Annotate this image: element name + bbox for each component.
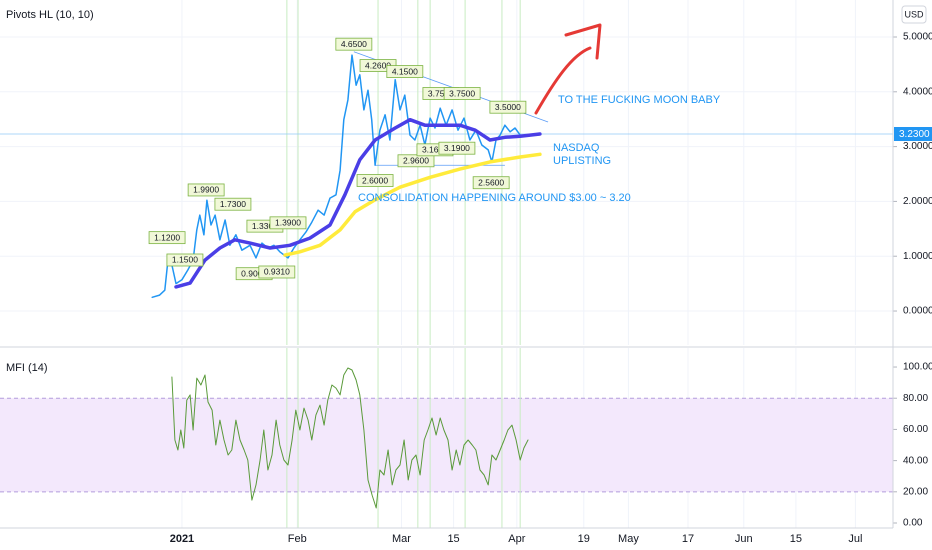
pivot-label: 4.2600 bbox=[365, 60, 391, 70]
y-tick-label: 3.0000 bbox=[903, 141, 932, 152]
series-line bbox=[174, 117, 542, 289]
pivot-label: 3.7500 bbox=[428, 88, 454, 98]
pivot-label: 1.7300 bbox=[220, 199, 246, 209]
pivot-label: 1.1500 bbox=[172, 255, 198, 265]
annotation: CONSOLIDATION HAPPENING AROUND $3.00 ~ 3… bbox=[358, 192, 631, 204]
pivot-box bbox=[335, 37, 373, 51]
pivot-box bbox=[166, 253, 204, 267]
pivot-label: 3.1600 bbox=[422, 145, 448, 155]
pivot-box bbox=[214, 197, 252, 211]
annotation: NASDAQ bbox=[553, 142, 600, 154]
x-tick-label: Mar bbox=[392, 533, 411, 545]
x-tick-label: May bbox=[618, 533, 639, 545]
y-tick-label: 2.0000 bbox=[903, 196, 932, 207]
y-tick-label: 0.0000 bbox=[903, 306, 932, 317]
x-tick-label: 17 bbox=[682, 533, 694, 545]
x-tick-label: Feb bbox=[288, 533, 307, 545]
y-tick-label: 100.00 bbox=[903, 362, 932, 373]
pivot-label: 0.9310 bbox=[264, 267, 290, 277]
pivot-label: 1.1200 bbox=[154, 232, 180, 242]
series-line bbox=[283, 152, 542, 257]
last-price-label: 3.2300 bbox=[899, 129, 930, 140]
y-tick-label: 1.0000 bbox=[903, 251, 932, 262]
annotation: UPLISTING bbox=[553, 155, 611, 167]
x-tick-label: 2021 bbox=[170, 533, 194, 545]
series-line bbox=[171, 367, 529, 509]
mfi-band bbox=[0, 398, 893, 492]
x-tick-label: Jun bbox=[735, 533, 753, 545]
pivot-box bbox=[438, 141, 476, 155]
x-tick-label: 15 bbox=[790, 533, 802, 545]
pivot-box bbox=[148, 231, 186, 245]
pivot-label: 4.6500 bbox=[341, 39, 367, 49]
pivot-box bbox=[356, 174, 394, 187]
mfi-panel: 0.00 20.00 40.00 60.00 80.00 100.00 bbox=[0, 348, 932, 529]
pivot-label: 2.9600 bbox=[403, 156, 429, 166]
currency-box[interactable] bbox=[901, 5, 927, 24]
last-price-badge bbox=[894, 126, 932, 141]
pivot-box bbox=[258, 265, 296, 279]
y-tick-label: 5.0000 bbox=[903, 32, 932, 43]
y-tick-label: 40.00 bbox=[903, 455, 928, 466]
annotation: TO THE FUCKING MOON BABY bbox=[558, 94, 721, 106]
pivot-box bbox=[187, 183, 225, 197]
pivot-box bbox=[397, 154, 435, 168]
y-tick-label: 60.00 bbox=[903, 424, 928, 435]
currency-label[interactable]: USD bbox=[904, 9, 924, 19]
pivot-label: 1.9900 bbox=[193, 185, 219, 195]
x-tick-label: Jul bbox=[848, 533, 862, 545]
mfi-title: MFI (14) bbox=[6, 362, 48, 374]
pivot-label: 1.3900 bbox=[275, 218, 301, 228]
pivot-box bbox=[443, 87, 481, 100]
y-tick-label: 80.00 bbox=[903, 393, 928, 404]
pivot-label: 3.5000 bbox=[495, 102, 521, 112]
series-line bbox=[151, 54, 521, 299]
pivot-label: 3.7500 bbox=[449, 88, 475, 98]
x-tick-label: 15 bbox=[447, 533, 459, 545]
pivot-label: 2.6000 bbox=[362, 175, 388, 185]
indicator-title: Pivots HL (10, 10) bbox=[6, 9, 94, 21]
pivot-box bbox=[472, 176, 510, 190]
red-arrow bbox=[534, 23, 602, 115]
pivot-box bbox=[269, 216, 307, 230]
pivot-box bbox=[489, 100, 527, 114]
pivot-label: 4.1500 bbox=[392, 66, 418, 76]
pivot-box bbox=[386, 65, 424, 78]
x-tick-label: Apr bbox=[508, 533, 525, 545]
pivot-label: 3.1900 bbox=[444, 143, 470, 153]
pivot-label: 0.9000 bbox=[241, 268, 267, 278]
y-tick-label: 20.00 bbox=[903, 486, 928, 497]
pivot-label: 1.3300 bbox=[252, 221, 278, 231]
y-tick-label: 4.0000 bbox=[903, 86, 932, 97]
x-tick-label: 19 bbox=[578, 533, 590, 545]
y-tick-label: 0.00 bbox=[903, 518, 923, 529]
price-panel: 0.0000 1.0000 2.0000 3.0000 4.0000 5.0000 1.12… bbox=[0, 0, 932, 345]
pivot-label: 2.5600 bbox=[478, 177, 504, 187]
